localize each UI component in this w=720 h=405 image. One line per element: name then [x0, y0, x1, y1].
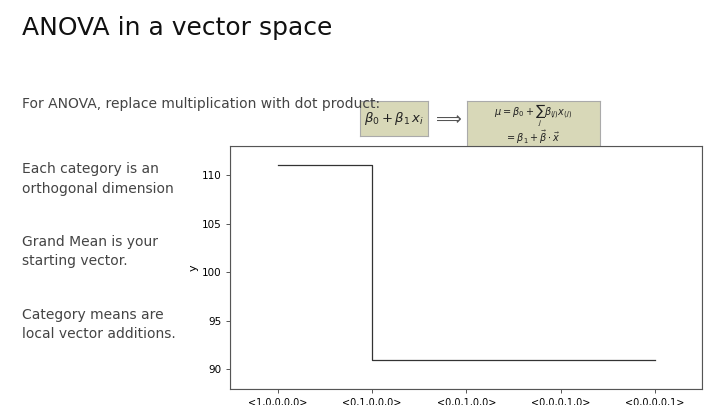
Text: $= \beta_1 + \vec{\beta} \cdot \vec{x}$: $= \beta_1 + \vec{\beta} \cdot \vec{x}$ — [505, 129, 561, 146]
Text: Each category is an
orthogonal dimension: Each category is an orthogonal dimension — [22, 162, 174, 196]
Text: Grand Mean is your
starting vector.: Grand Mean is your starting vector. — [22, 235, 158, 269]
Text: For ANOVA, replace multiplication with dot product:: For ANOVA, replace multiplication with d… — [22, 97, 379, 111]
Text: Category means are
local vector additions.: Category means are local vector addition… — [22, 308, 176, 341]
Text: ANOVA in a vector space: ANOVA in a vector space — [22, 16, 332, 40]
Y-axis label: y: y — [189, 264, 199, 271]
Text: $\Longrightarrow$: $\Longrightarrow$ — [432, 109, 462, 127]
Text: $\beta_0+\beta_1\, x_i$: $\beta_0+\beta_1\, x_i$ — [364, 110, 424, 127]
Text: $\mu = \beta_0 + \sum_j \beta_{(j)} x_{(j)}$: $\mu = \beta_0 + \sum_j \beta_{(j)} x_{(… — [494, 103, 572, 129]
